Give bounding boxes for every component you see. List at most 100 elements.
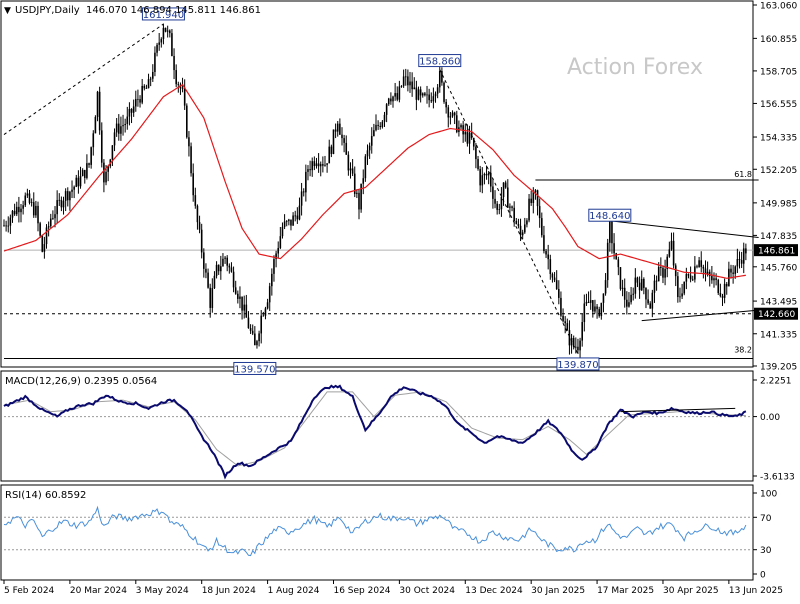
candle-body bbox=[600, 302, 603, 317]
candle-body bbox=[60, 199, 63, 208]
price-tick-label: 163.060 bbox=[760, 2, 797, 12]
candle-body bbox=[73, 186, 75, 190]
candle-body bbox=[375, 124, 377, 131]
candle-body bbox=[390, 98, 392, 102]
candle-body bbox=[39, 223, 41, 236]
candle-body bbox=[169, 30, 171, 34]
candle-body bbox=[740, 260, 743, 264]
candle-body bbox=[256, 341, 258, 346]
candle-body bbox=[24, 195, 27, 206]
candle-body bbox=[560, 297, 562, 316]
macd-panel[interactable] bbox=[0, 370, 754, 482]
candle-body bbox=[56, 200, 58, 215]
candle-body bbox=[543, 235, 545, 252]
last-price-tag: 146.861 bbox=[758, 247, 795, 257]
candle-body bbox=[521, 232, 524, 236]
candle-body bbox=[685, 274, 688, 282]
candle-body bbox=[226, 257, 228, 266]
candle-body bbox=[15, 206, 18, 215]
candle-body bbox=[745, 248, 747, 254]
candle-body bbox=[387, 98, 390, 105]
candle-body bbox=[698, 260, 700, 268]
candle-body bbox=[449, 116, 452, 118]
candle-body bbox=[166, 30, 169, 32]
candle-body bbox=[647, 299, 649, 304]
candle-body bbox=[158, 42, 160, 45]
candle-body bbox=[483, 174, 486, 176]
candle-body bbox=[264, 308, 267, 316]
candle-body bbox=[434, 93, 437, 97]
candle-body bbox=[511, 206, 513, 208]
candle-body bbox=[551, 274, 554, 278]
candle-body bbox=[475, 146, 477, 160]
candle-body bbox=[515, 220, 518, 225]
rsi-tick-label: 0 bbox=[760, 571, 766, 581]
candle-body bbox=[319, 164, 322, 167]
candle-body bbox=[249, 328, 252, 331]
candle-body bbox=[668, 249, 671, 257]
candle-body bbox=[302, 191, 305, 193]
candle-body bbox=[396, 93, 399, 100]
candle-body bbox=[273, 259, 275, 274]
candle-body bbox=[632, 293, 635, 295]
candle-body bbox=[20, 208, 22, 213]
candle-body bbox=[392, 96, 394, 102]
candle-body bbox=[292, 215, 294, 226]
macd-main-line bbox=[3, 384, 747, 480]
candle-body bbox=[611, 220, 613, 244]
candle-body bbox=[215, 264, 218, 276]
candle-body bbox=[400, 85, 403, 87]
moving-average-layer bbox=[3, 83, 746, 279]
candle-body bbox=[54, 214, 56, 219]
candle-body bbox=[643, 278, 645, 288]
price-key-labels: 61.8 38.2 161.940 139.570 158.860 148.640 139.… bbox=[141, 7, 752, 375]
time-tick-label: 5 Feb 2024 bbox=[4, 586, 55, 596]
collapse-arrow-icon[interactable]: ▼ bbox=[4, 6, 11, 16]
candle-body bbox=[381, 121, 384, 127]
swing-label: 148.640 bbox=[589, 211, 630, 222]
candle-body bbox=[464, 132, 467, 135]
macd-tick-label: -3.6133 bbox=[760, 473, 795, 483]
candle-body bbox=[81, 170, 84, 176]
candle-body bbox=[154, 52, 156, 72]
time-tick-label: 18 Jun 2024 bbox=[202, 586, 256, 596]
price-panel[interactable] bbox=[0, 0, 754, 368]
candle-body bbox=[152, 71, 154, 79]
candle-body bbox=[224, 257, 226, 259]
candle-body bbox=[360, 183, 362, 210]
candle-body bbox=[137, 98, 139, 100]
candle-body bbox=[296, 215, 299, 220]
candle-body bbox=[651, 292, 654, 309]
candle-body bbox=[506, 187, 509, 208]
candle-body bbox=[373, 130, 375, 137]
candle-body bbox=[424, 93, 426, 96]
candle-body bbox=[619, 267, 622, 289]
candle-body bbox=[532, 192, 535, 204]
price-axis: 163.060 160.855 158.705 156.555 154.335 152.2… bbox=[753, 2, 798, 373]
candle-body bbox=[585, 301, 588, 304]
candle-body bbox=[124, 123, 126, 126]
candle-body bbox=[430, 100, 433, 102]
candle-body bbox=[500, 197, 503, 210]
trendline bbox=[439, 69, 579, 355]
price-tick-label: 158.705 bbox=[760, 67, 797, 77]
candle-body bbox=[290, 219, 292, 226]
candle-body bbox=[558, 288, 560, 298]
candle-body bbox=[732, 272, 734, 274]
candle-body bbox=[26, 193, 29, 196]
candle-body bbox=[419, 89, 422, 96]
candle-body bbox=[555, 280, 558, 289]
candle-body bbox=[662, 267, 664, 278]
candle-body bbox=[196, 205, 199, 223]
candle-body bbox=[41, 235, 44, 252]
candle-body bbox=[562, 315, 564, 322]
candle-body bbox=[18, 206, 20, 213]
candle-body bbox=[11, 210, 14, 218]
candle-body bbox=[683, 281, 686, 294]
swing-label: 139.570 bbox=[234, 364, 275, 375]
candle-body bbox=[428, 94, 430, 101]
swing-label: 139.870 bbox=[557, 360, 598, 371]
rsi-panel[interactable] bbox=[0, 484, 754, 581]
candle-body bbox=[468, 132, 471, 144]
rsi-layer bbox=[3, 505, 753, 557]
